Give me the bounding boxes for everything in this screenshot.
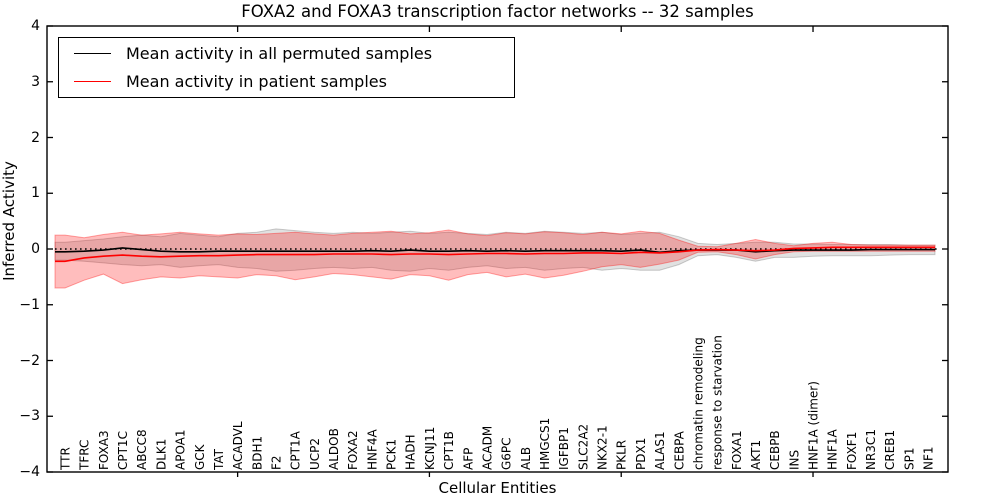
y-tick-label: 0 [31, 241, 40, 257]
legend-line-sample-black [74, 52, 111, 54]
x-tick-label: FOXA2 [346, 430, 360, 470]
x-tick-label: G6PC [500, 437, 514, 470]
x-tick-label: F2 [269, 455, 283, 470]
x-tick-label: NF1 [922, 446, 936, 470]
x-tick-label: NKX2-1 [596, 425, 610, 470]
x-tick-label: GCK [193, 443, 207, 470]
x-tick-label: ALAS1 [653, 431, 667, 470]
x-tick-label: FOXA3 [97, 430, 111, 470]
chart-title: FOXA2 and FOXA3 transcription factor net… [241, 2, 754, 21]
y-tick-label: −4 [19, 464, 40, 480]
y-tick-label: −3 [19, 408, 40, 425]
x-tick-label: INS [787, 450, 801, 470]
y-tick-label: 2 [31, 129, 40, 146]
x-tick-label: response to starvation [711, 335, 725, 470]
x-tick-label: HADH [404, 435, 418, 471]
x-tick-label: KCNJ11 [423, 427, 437, 470]
x-tick-label: FOXA1 [730, 430, 744, 470]
x-tick-label: TTR [59, 447, 73, 471]
x-tick-label: TFRC [78, 440, 92, 471]
x-axis-label: Cellular Entities [438, 479, 557, 497]
y-tick-label: −2 [19, 352, 40, 369]
patient-mean-line [55, 246, 935, 263]
x-tick-label: PDX1 [634, 438, 648, 470]
legend-label: Mean activity in all permuted samples [126, 43, 433, 63]
x-tick-label: SP1 [902, 448, 916, 471]
x-tick-label: ACADM [480, 426, 494, 470]
x-tick-label: PKLR [615, 440, 629, 470]
y-tick-label: 3 [31, 73, 40, 90]
x-tick-label: FOXF1 [845, 432, 859, 470]
permuted-mean-line [55, 247, 935, 254]
x-tick-label: CPT1C [116, 431, 130, 470]
x-tick-label: UCP2 [308, 438, 322, 470]
legend-item-patient: Mean activity in patient samples [59, 68, 514, 95]
legend-box: Mean activity in all permuted samples Me… [58, 37, 515, 98]
x-tick-label: CEBPA [672, 430, 686, 470]
x-tick-label: CPT1B [442, 431, 456, 470]
y-tick-label: 1 [31, 185, 40, 202]
legend-label: Mean activity in patient samples [126, 72, 387, 92]
x-tick-label: HMGCS1 [538, 418, 552, 470]
x-tick-label: CPT1A [289, 430, 303, 470]
x-tick-label: SLC2A2 [576, 424, 590, 470]
y-tick-label: 4 [31, 18, 40, 34]
x-tick-label: IGFBP1 [557, 427, 571, 470]
x-tick-label: APOA1 [174, 429, 188, 470]
x-tick-label: AKT1 [749, 440, 763, 470]
x-tick-label: HNF4A [365, 428, 379, 470]
legend-line-sample-red [74, 81, 111, 83]
x-tick-label: HNF1A (dimer) [807, 381, 821, 470]
x-tick-label: CREB1 [883, 430, 897, 470]
y-tick-label: −1 [19, 296, 40, 313]
x-tick-label: chromatin remodeling [691, 337, 705, 470]
x-tick-label: BDH1 [250, 436, 264, 470]
x-tick-label: AFP [461, 448, 475, 470]
x-tick-label: NR3C1 [864, 429, 878, 470]
x-tick-label: ACADVL [231, 421, 245, 470]
permuted-std-band [54, 228, 936, 272]
x-tick-label: ALDOB [327, 428, 341, 470]
x-tick-label: ABCC8 [135, 429, 149, 470]
x-tick-label: DLK1 [154, 439, 168, 470]
x-tick-label: ALB [519, 447, 533, 470]
x-tick-label: TAT [212, 448, 226, 471]
x-tick-label: PCK1 [385, 439, 399, 470]
legend-item-permuted: Mean activity in all permuted samples [59, 40, 514, 67]
patient-std-band [54, 229, 936, 289]
x-tick-label: HNF1A [826, 428, 840, 470]
x-tick-label: CEBPB [768, 430, 782, 470]
y-axis-label: Inferred Activity [0, 161, 18, 281]
